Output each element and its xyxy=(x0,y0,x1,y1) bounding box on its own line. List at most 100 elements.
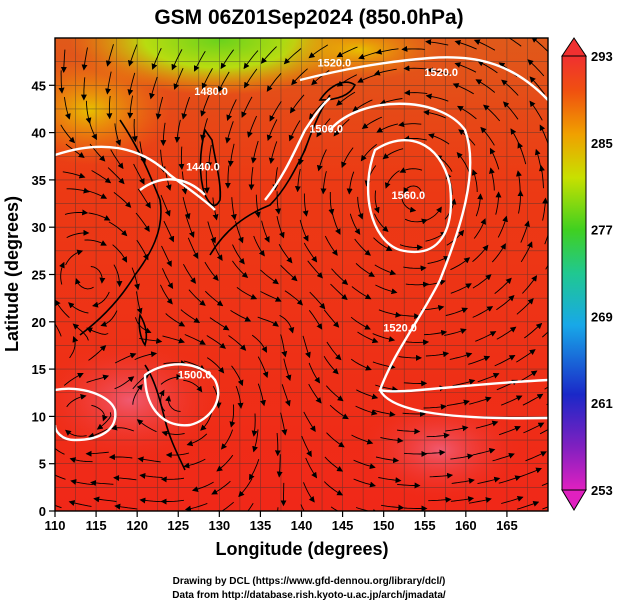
streamline xyxy=(214,501,234,511)
streamline xyxy=(302,335,311,359)
streamline xyxy=(396,428,421,435)
y-tick-label: 35 xyxy=(32,173,46,188)
streamline xyxy=(204,261,219,281)
streamline xyxy=(450,496,475,503)
streamline xyxy=(70,479,94,486)
streamline xyxy=(184,334,206,345)
streamline xyxy=(541,482,548,487)
streamline xyxy=(325,385,344,402)
streamline xyxy=(498,426,521,436)
streamline xyxy=(503,101,519,120)
streamline xyxy=(351,434,374,445)
streamline xyxy=(423,329,448,336)
streamline xyxy=(85,189,108,199)
streamline xyxy=(301,435,312,458)
streamline xyxy=(62,171,86,179)
streamline xyxy=(235,385,244,409)
streamline xyxy=(396,313,421,320)
streamline xyxy=(251,413,258,437)
streamline xyxy=(428,133,450,145)
streamline xyxy=(69,336,79,359)
contour-north xyxy=(55,145,216,211)
streamline xyxy=(88,212,111,221)
streamline xyxy=(425,39,449,46)
streamline xyxy=(183,263,196,284)
streamline xyxy=(65,143,85,158)
streamline xyxy=(183,379,203,393)
streamline xyxy=(446,399,470,407)
streamline xyxy=(450,283,472,294)
streamline xyxy=(403,265,427,272)
contour-northeast xyxy=(299,56,548,101)
contour-label: 1560.0 xyxy=(391,190,425,202)
streamline xyxy=(220,49,234,70)
streamline xyxy=(230,310,252,322)
streamline xyxy=(162,335,185,344)
streamline xyxy=(131,118,138,143)
streamline xyxy=(450,453,474,460)
streamline xyxy=(280,412,288,436)
streamline xyxy=(60,124,76,144)
streamline xyxy=(445,307,469,316)
streamline xyxy=(398,121,422,128)
streamline xyxy=(225,121,234,144)
streamline xyxy=(472,274,492,289)
x-tick-label: 160 xyxy=(455,518,477,533)
streamline xyxy=(160,476,185,483)
credit-data: Data from http://database.rish.kyoto-u.a… xyxy=(172,590,446,601)
streamline xyxy=(250,140,259,164)
streamline xyxy=(201,68,213,90)
streamline xyxy=(427,256,450,264)
streamline xyxy=(498,475,522,484)
streamline xyxy=(216,454,234,472)
streamline xyxy=(112,244,128,263)
streamline xyxy=(494,355,516,367)
streamline xyxy=(173,68,184,90)
streamline xyxy=(207,221,216,244)
streamline xyxy=(107,167,125,185)
streamline xyxy=(517,190,524,214)
coastlines xyxy=(79,81,357,471)
streamline xyxy=(288,120,301,142)
streamline xyxy=(404,218,428,225)
streamline xyxy=(90,479,114,486)
streamline xyxy=(336,46,358,58)
contour-labels: 1440.0 1480.0 1500.0 1520.0 1520.0 1560.0 1520… xyxy=(178,57,458,381)
streamline xyxy=(333,118,350,137)
streamline xyxy=(191,481,214,493)
streamline xyxy=(181,96,191,120)
streamline xyxy=(353,459,376,470)
streamline xyxy=(80,77,87,101)
streamline xyxy=(110,149,124,170)
x-tick-label: 165 xyxy=(496,518,518,533)
streamline xyxy=(59,261,65,285)
streamline xyxy=(384,170,400,189)
streamline xyxy=(472,306,494,318)
streamline xyxy=(475,79,496,93)
streamline xyxy=(374,264,397,276)
streamline xyxy=(283,358,292,382)
streamline xyxy=(454,39,477,50)
streamline xyxy=(100,310,118,327)
x-tick-label: 115 xyxy=(86,518,107,533)
colorbar: 293 285 277 269 261 253 xyxy=(561,37,613,511)
streamline xyxy=(200,411,213,431)
streamline xyxy=(480,126,495,146)
colorbar-label: 293 xyxy=(591,49,613,64)
streamline xyxy=(425,93,449,102)
streamline xyxy=(63,97,71,120)
streamline xyxy=(380,437,404,444)
streamline xyxy=(279,315,295,334)
streamline xyxy=(294,168,301,193)
streamline xyxy=(378,309,402,318)
streamline xyxy=(88,427,110,439)
grid-lines xyxy=(55,38,548,511)
streamline xyxy=(456,152,470,172)
streamline xyxy=(549,274,561,293)
streamline xyxy=(336,91,356,106)
streamline xyxy=(171,49,183,71)
streamline xyxy=(93,496,117,503)
coastline-korea xyxy=(199,128,222,207)
streamline xyxy=(127,72,136,96)
streamline xyxy=(88,118,97,141)
